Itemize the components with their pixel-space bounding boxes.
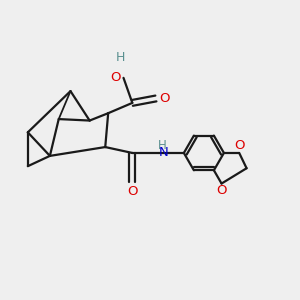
Text: O: O <box>234 139 244 152</box>
Text: O: O <box>127 185 138 198</box>
Text: H: H <box>158 139 167 152</box>
Text: N: N <box>159 146 169 159</box>
Text: O: O <box>216 184 227 197</box>
Text: O: O <box>159 92 169 105</box>
Text: O: O <box>110 71 121 84</box>
Text: H: H <box>115 51 125 64</box>
